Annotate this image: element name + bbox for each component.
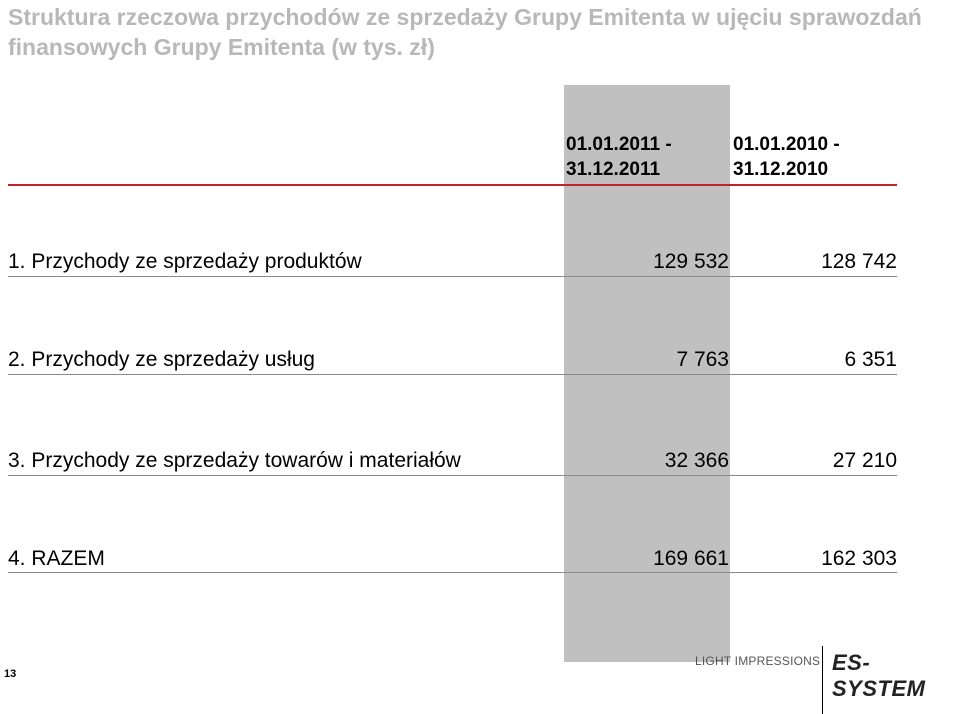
- column-header-2011-line1: 01.01.2011 -: [566, 134, 672, 155]
- slide-title: Struktura rzeczowa przychodów ze sprzeda…: [8, 4, 922, 60]
- table-row: 1. Przychody ze sprzedaży produktów 129 …: [8, 248, 897, 276]
- table-row: 3. Przychody ze sprzedaży towarów i mate…: [8, 447, 897, 475]
- row-label: 1. Przychody ze sprzedaży produktów: [8, 250, 362, 273]
- row-divider: [8, 276, 897, 277]
- value-2011: 129 532: [653, 250, 729, 273]
- table-row-total: 4. RAZEM 169 661 162 303: [8, 545, 897, 573]
- page-number: 13: [4, 668, 17, 680]
- column-header-2011-line2: 31.12.2011: [566, 159, 661, 180]
- value-2011: 169 661: [653, 547, 729, 570]
- footer-separator: [822, 646, 823, 714]
- column-header-2010-line1: 01.01.2010 -: [733, 134, 840, 155]
- column-header-2010-line2: 31.12.2010: [733, 159, 829, 180]
- header-divider: [8, 184, 897, 186]
- value-2011: 32 366: [664, 449, 729, 472]
- value-2011: 7 763: [676, 348, 729, 371]
- column-header-2011: 01.01.2011 - 31.12.2011: [566, 132, 672, 182]
- value-2010: 128 742: [821, 250, 897, 273]
- row-label: 4. RAZEM: [8, 547, 105, 570]
- footer-tagline: LIGHT IMPRESSIONS: [695, 654, 821, 668]
- company-logo: ES-SYSTEM: [832, 650, 926, 701]
- row-label: 3. Przychody ze sprzedaży towarów i mate…: [8, 449, 461, 472]
- row-divider: [8, 475, 897, 476]
- table-row: 2. Przychody ze sprzedaży usług 7 763 6 …: [8, 346, 897, 374]
- column-header-2010: 01.01.2010 - 31.12.2010: [733, 132, 840, 182]
- row-label: 2. Przychody ze sprzedaży usług: [8, 348, 315, 371]
- highlight-column-2011: [564, 85, 730, 662]
- value-2010: 27 210: [832, 449, 897, 472]
- value-2010: 162 303: [821, 547, 897, 570]
- value-2010: 6 351: [844, 348, 897, 371]
- row-divider: [8, 374, 897, 375]
- row-divider: [8, 572, 897, 573]
